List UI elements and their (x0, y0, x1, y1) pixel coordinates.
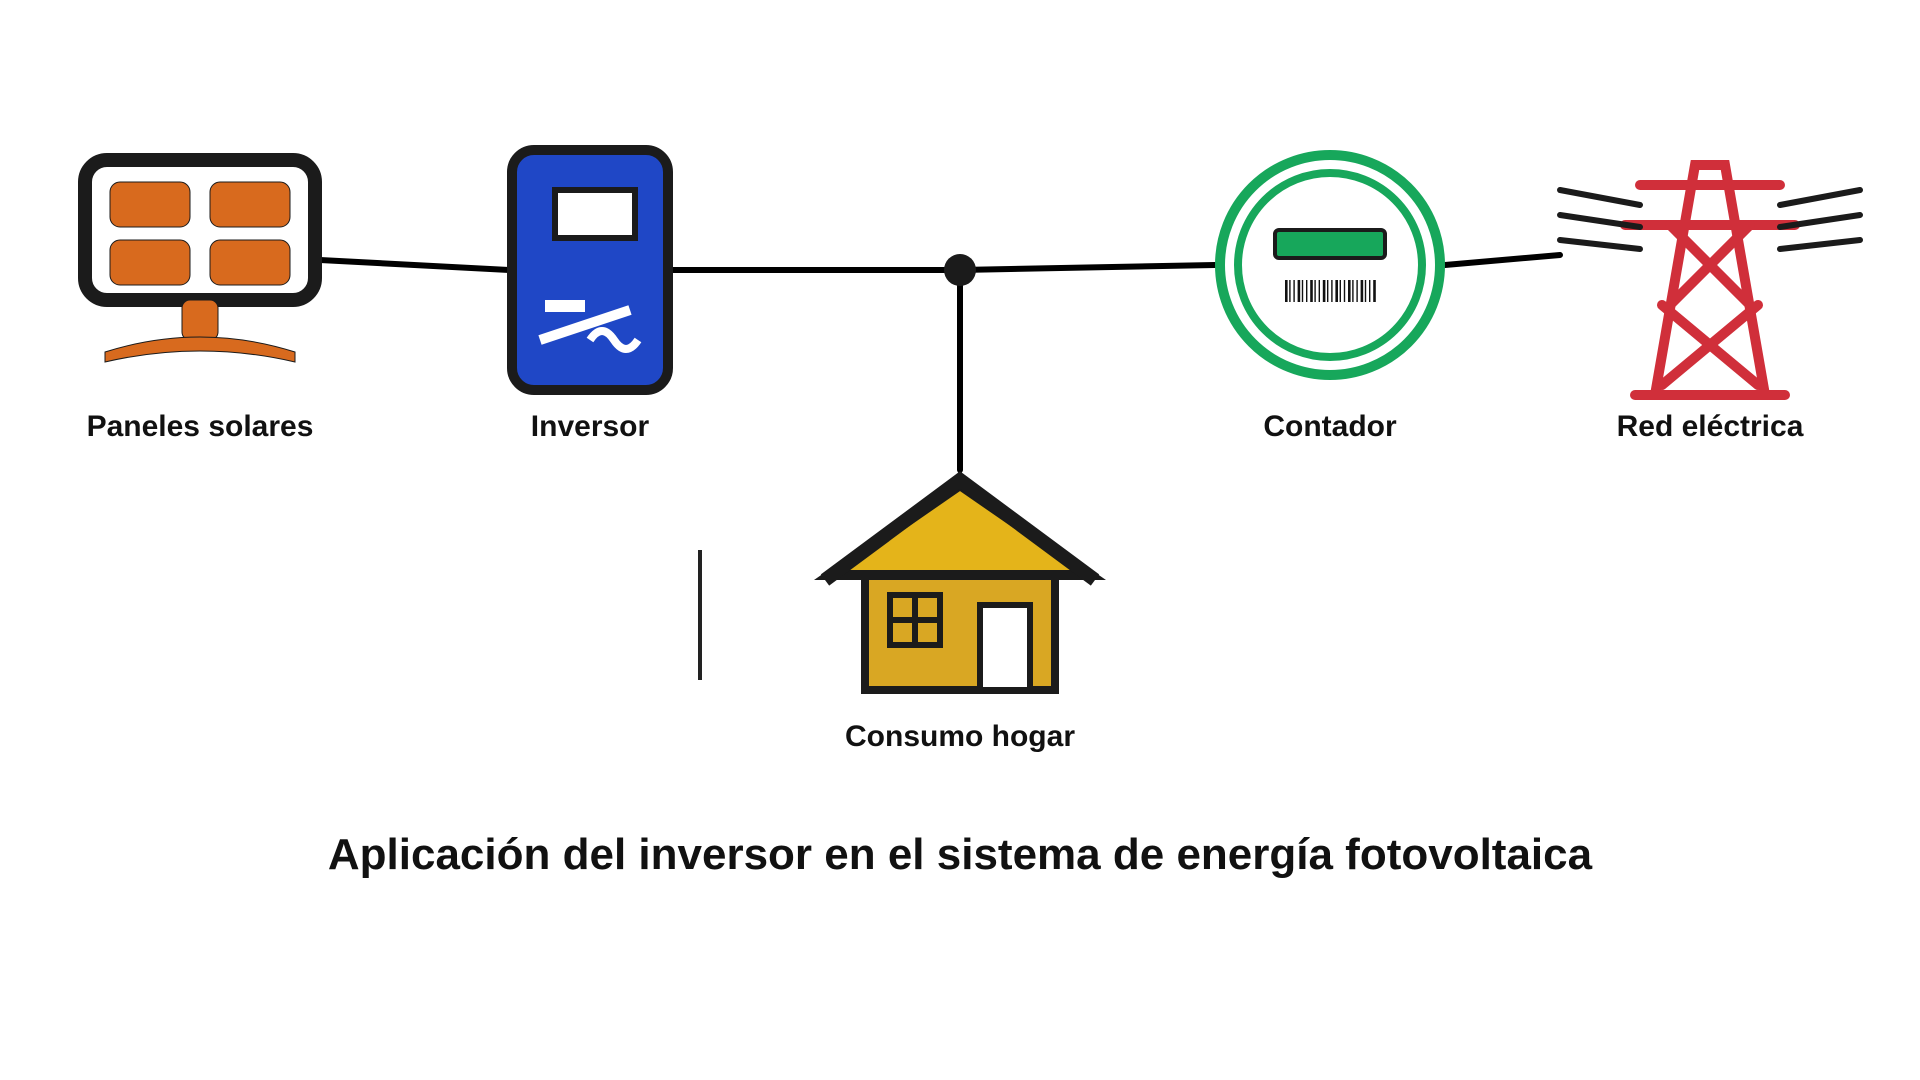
house-icon (0, 0, 1920, 1080)
diagram-stage: Paneles solares Inversor Contador Red el… (0, 0, 1920, 1080)
diagram-title: Aplicación del inversor en el sistema de… (0, 830, 1920, 880)
label-grid: Red eléctrica (1560, 410, 1860, 444)
label-inverter: Inversor (460, 410, 720, 444)
label-panels: Paneles solares (40, 410, 360, 444)
label-house: Consumo hogar (800, 720, 1120, 754)
label-meter: Contador (1200, 410, 1460, 444)
